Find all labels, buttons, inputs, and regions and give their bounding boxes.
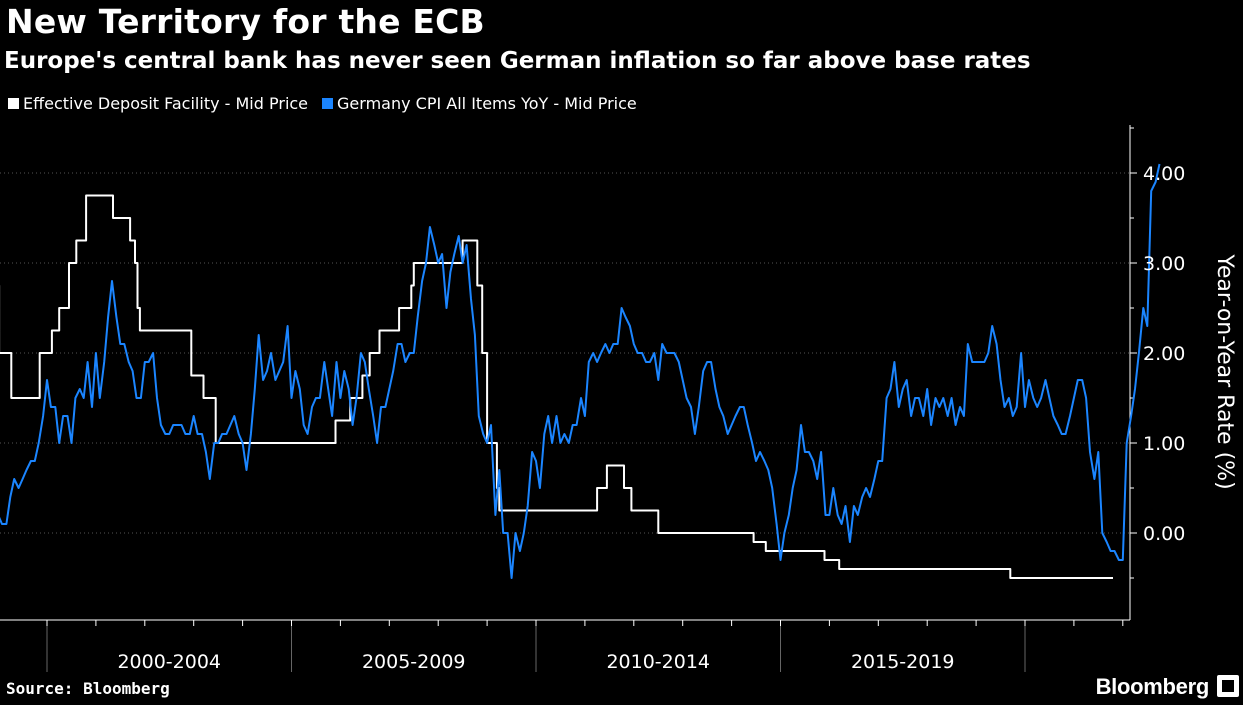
legend-label-deposit-rate: Effective Deposit Facility - Mid Price (23, 94, 309, 113)
legend-item-deposit-rate: Effective Deposit Facility - Mid Price (8, 94, 308, 113)
legend-label-cpi: Germany CPI All Items YoY - Mid Price (337, 94, 637, 113)
y-tick-label: 1.00 (1143, 433, 1185, 455)
terminal-icon (1217, 675, 1239, 697)
gridlines (0, 172, 1130, 534)
legend: Effective Deposit Facility - Mid Price G… (8, 94, 637, 113)
y-tick-label: 3.00 (1143, 253, 1185, 275)
x-period-label: 2015-2019 (851, 651, 955, 673)
legend-swatch-cpi (322, 98, 334, 109)
y-tick-label: 0.00 (1143, 523, 1185, 545)
series-line-cpi (0, 163, 1161, 579)
tick-labels: 0.00 1.00 2.00 3.00 4.00 Year-on-Year Rate (%… (117, 163, 1237, 673)
x-period-label: 2005-2009 (362, 651, 466, 673)
axes (0, 125, 1137, 672)
x-period-label: 2000-2004 (117, 651, 221, 673)
x-period-label: 2010-2014 (606, 651, 710, 673)
source-note: Source: Bloomberg (6, 679, 170, 698)
series-layer (0, 163, 1161, 579)
y-axis-title: Year-on-Year Rate (%) (1212, 253, 1237, 489)
legend-swatch-deposit-rate (8, 98, 19, 109)
y-tick-label: 4.00 (1143, 163, 1185, 185)
legend-item-cpi: Germany CPI All Items YoY - Mid Price (322, 94, 637, 113)
series-line-deposit-rate (0, 194, 1113, 579)
chart-title: New Territory for the ECB (6, 2, 485, 41)
chart-subtitle: Europe's central bank has never seen Ger… (4, 48, 1031, 74)
y-tick-label: 2.00 (1143, 343, 1185, 365)
bloomberg-logo: Bloomberg (1095, 674, 1210, 699)
